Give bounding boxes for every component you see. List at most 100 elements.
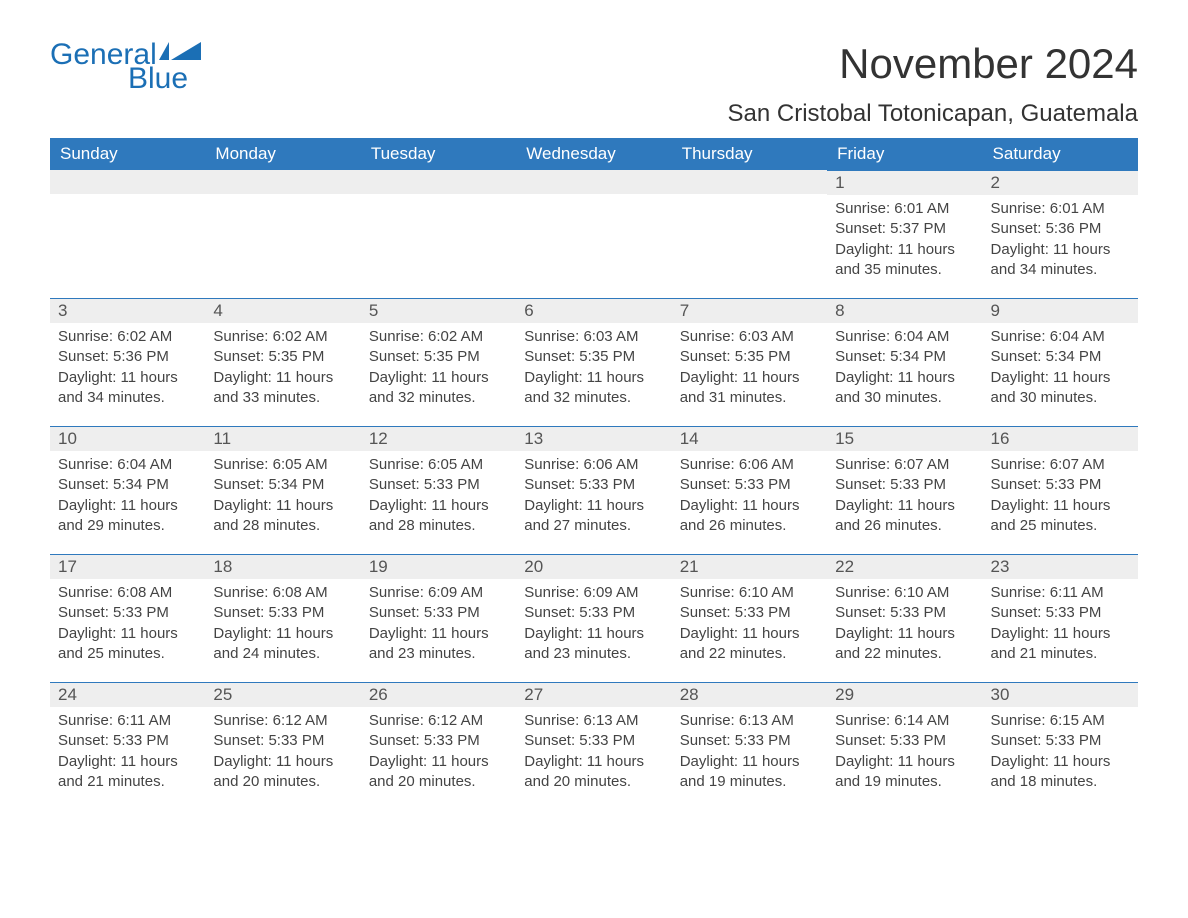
- day-number: 29: [827, 682, 982, 707]
- calendar-day-cell: 11Sunrise: 6:05 AMSunset: 5:34 PMDayligh…: [205, 426, 360, 554]
- day-details: Sunrise: 6:06 AMSunset: 5:33 PMDaylight:…: [516, 451, 671, 540]
- weekday-header: Monday: [205, 138, 360, 170]
- day-details: Sunrise: 6:12 AMSunset: 5:33 PMDaylight:…: [361, 707, 516, 796]
- calendar-day-cell: 14Sunrise: 6:06 AMSunset: 5:33 PMDayligh…: [672, 426, 827, 554]
- calendar-day-cell: 25Sunrise: 6:12 AMSunset: 5:33 PMDayligh…: [205, 682, 360, 810]
- sunset-line: Sunset: 5:33 PM: [991, 731, 1130, 751]
- weekday-header: Tuesday: [361, 138, 516, 170]
- calendar-day-cell: 10Sunrise: 6:04 AMSunset: 5:34 PMDayligh…: [50, 426, 205, 554]
- calendar-day-cell: 15Sunrise: 6:07 AMSunset: 5:33 PMDayligh…: [827, 426, 982, 554]
- daylight-line: Daylight: 11 hours and 23 minutes.: [369, 624, 508, 665]
- day-number: 11: [205, 426, 360, 451]
- day-number: 1: [827, 170, 982, 195]
- sunrise-line: Sunrise: 6:12 AM: [213, 711, 352, 731]
- day-number: 13: [516, 426, 671, 451]
- day-details: Sunrise: 6:13 AMSunset: 5:33 PMDaylight:…: [516, 707, 671, 796]
- empty-day-bar: [361, 170, 516, 194]
- day-details: Sunrise: 6:03 AMSunset: 5:35 PMDaylight:…: [516, 323, 671, 412]
- day-details: Sunrise: 6:01 AMSunset: 5:36 PMDaylight:…: [983, 195, 1138, 284]
- daylight-line: Daylight: 11 hours and 19 minutes.: [835, 752, 974, 793]
- day-number: 14: [672, 426, 827, 451]
- daylight-line: Daylight: 11 hours and 18 minutes.: [991, 752, 1130, 793]
- calendar-week-row: 24Sunrise: 6:11 AMSunset: 5:33 PMDayligh…: [50, 682, 1138, 810]
- calendar-table: SundayMondayTuesdayWednesdayThursdayFrid…: [50, 138, 1138, 810]
- sunset-line: Sunset: 5:34 PM: [835, 347, 974, 367]
- day-details: Sunrise: 6:02 AMSunset: 5:35 PMDaylight:…: [205, 323, 360, 412]
- sunset-line: Sunset: 5:33 PM: [369, 731, 508, 751]
- weekday-header-row: SundayMondayTuesdayWednesdayThursdayFrid…: [50, 138, 1138, 170]
- calendar-day-cell: 27Sunrise: 6:13 AMSunset: 5:33 PMDayligh…: [516, 682, 671, 810]
- sunset-line: Sunset: 5:33 PM: [213, 603, 352, 623]
- sunset-line: Sunset: 5:33 PM: [835, 731, 974, 751]
- day-details: Sunrise: 6:02 AMSunset: 5:36 PMDaylight:…: [50, 323, 205, 412]
- calendar-day-cell: 28Sunrise: 6:13 AMSunset: 5:33 PMDayligh…: [672, 682, 827, 810]
- sunrise-line: Sunrise: 6:03 AM: [524, 327, 663, 347]
- day-details: Sunrise: 6:10 AMSunset: 5:33 PMDaylight:…: [827, 579, 982, 668]
- day-details: Sunrise: 6:07 AMSunset: 5:33 PMDaylight:…: [983, 451, 1138, 540]
- calendar-day-cell: 5Sunrise: 6:02 AMSunset: 5:35 PMDaylight…: [361, 298, 516, 426]
- sunset-line: Sunset: 5:35 PM: [369, 347, 508, 367]
- calendar-day-cell: 7Sunrise: 6:03 AMSunset: 5:35 PMDaylight…: [672, 298, 827, 426]
- day-number: 19: [361, 554, 516, 579]
- day-number: 7: [672, 298, 827, 323]
- sunrise-line: Sunrise: 6:03 AM: [680, 327, 819, 347]
- daylight-line: Daylight: 11 hours and 29 minutes.: [58, 496, 197, 537]
- day-number: 23: [983, 554, 1138, 579]
- daylight-line: Daylight: 11 hours and 34 minutes.: [991, 240, 1130, 281]
- sunset-line: Sunset: 5:36 PM: [58, 347, 197, 367]
- brand-word-2: Blue: [128, 64, 201, 94]
- sunset-line: Sunset: 5:33 PM: [835, 603, 974, 623]
- calendar-day-cell: 24Sunrise: 6:11 AMSunset: 5:33 PMDayligh…: [50, 682, 205, 810]
- daylight-line: Daylight: 11 hours and 20 minutes.: [369, 752, 508, 793]
- daylight-line: Daylight: 11 hours and 24 minutes.: [213, 624, 352, 665]
- sunset-line: Sunset: 5:33 PM: [524, 731, 663, 751]
- sunrise-line: Sunrise: 6:07 AM: [991, 455, 1130, 475]
- calendar-day-cell: 3Sunrise: 6:02 AMSunset: 5:36 PMDaylight…: [50, 298, 205, 426]
- day-number: 10: [50, 426, 205, 451]
- sunset-line: Sunset: 5:37 PM: [835, 219, 974, 239]
- daylight-line: Daylight: 11 hours and 33 minutes.: [213, 368, 352, 409]
- day-number: 15: [827, 426, 982, 451]
- sunset-line: Sunset: 5:34 PM: [58, 475, 197, 495]
- sunrise-line: Sunrise: 6:01 AM: [835, 199, 974, 219]
- sunrise-line: Sunrise: 6:07 AM: [835, 455, 974, 475]
- sunset-line: Sunset: 5:34 PM: [991, 347, 1130, 367]
- empty-day-bar: [672, 170, 827, 194]
- sunrise-line: Sunrise: 6:14 AM: [835, 711, 974, 731]
- calendar-day-cell: 4Sunrise: 6:02 AMSunset: 5:35 PMDaylight…: [205, 298, 360, 426]
- day-details: Sunrise: 6:04 AMSunset: 5:34 PMDaylight:…: [983, 323, 1138, 412]
- day-details: Sunrise: 6:11 AMSunset: 5:33 PMDaylight:…: [50, 707, 205, 796]
- sunset-line: Sunset: 5:33 PM: [991, 475, 1130, 495]
- sunrise-line: Sunrise: 6:11 AM: [991, 583, 1130, 603]
- daylight-line: Daylight: 11 hours and 26 minutes.: [835, 496, 974, 537]
- day-details: Sunrise: 6:14 AMSunset: 5:33 PMDaylight:…: [827, 707, 982, 796]
- day-number: 20: [516, 554, 671, 579]
- sunrise-line: Sunrise: 6:05 AM: [213, 455, 352, 475]
- sunrise-line: Sunrise: 6:05 AM: [369, 455, 508, 475]
- weekday-header: Thursday: [672, 138, 827, 170]
- day-details: Sunrise: 6:05 AMSunset: 5:33 PMDaylight:…: [361, 451, 516, 540]
- day-details: Sunrise: 6:15 AMSunset: 5:33 PMDaylight:…: [983, 707, 1138, 796]
- daylight-line: Daylight: 11 hours and 31 minutes.: [680, 368, 819, 409]
- day-details: Sunrise: 6:09 AMSunset: 5:33 PMDaylight:…: [516, 579, 671, 668]
- sunset-line: Sunset: 5:35 PM: [213, 347, 352, 367]
- day-details: Sunrise: 6:02 AMSunset: 5:35 PMDaylight:…: [361, 323, 516, 412]
- day-number: 4: [205, 298, 360, 323]
- calendar-day-cell: 9Sunrise: 6:04 AMSunset: 5:34 PMDaylight…: [983, 298, 1138, 426]
- day-number: 27: [516, 682, 671, 707]
- calendar-day-cell: 6Sunrise: 6:03 AMSunset: 5:35 PMDaylight…: [516, 298, 671, 426]
- day-number: 24: [50, 682, 205, 707]
- calendar-week-row: 17Sunrise: 6:08 AMSunset: 5:33 PMDayligh…: [50, 554, 1138, 682]
- sunrise-line: Sunrise: 6:08 AM: [58, 583, 197, 603]
- calendar-empty-cell: [672, 170, 827, 298]
- calendar-day-cell: 26Sunrise: 6:12 AMSunset: 5:33 PMDayligh…: [361, 682, 516, 810]
- sunset-line: Sunset: 5:33 PM: [524, 475, 663, 495]
- daylight-line: Daylight: 11 hours and 30 minutes.: [835, 368, 974, 409]
- sunset-line: Sunset: 5:33 PM: [524, 603, 663, 623]
- calendar-week-row: 10Sunrise: 6:04 AMSunset: 5:34 PMDayligh…: [50, 426, 1138, 554]
- sunrise-line: Sunrise: 6:10 AM: [680, 583, 819, 603]
- calendar-day-cell: 16Sunrise: 6:07 AMSunset: 5:33 PMDayligh…: [983, 426, 1138, 554]
- daylight-line: Daylight: 11 hours and 20 minutes.: [213, 752, 352, 793]
- month-title: November 2024: [728, 40, 1138, 88]
- empty-day-bar: [50, 170, 205, 194]
